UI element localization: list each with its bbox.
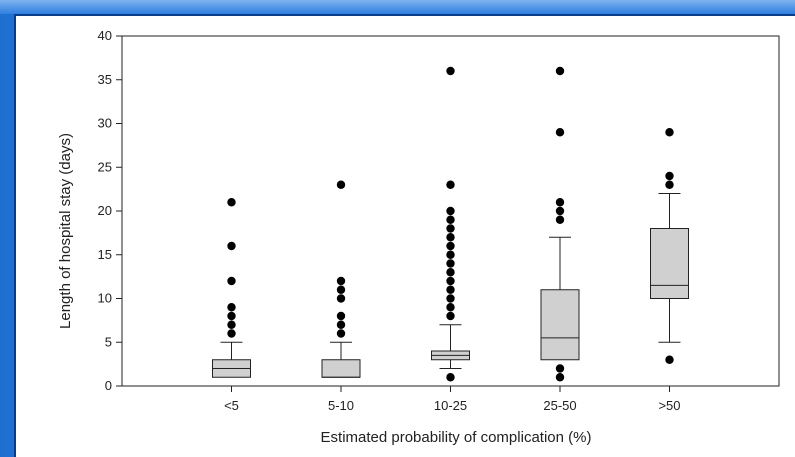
outlier-point xyxy=(336,329,346,338)
outlier-point xyxy=(227,198,236,207)
outlier-point xyxy=(665,355,674,364)
outlier-point xyxy=(336,320,346,329)
outlier-point xyxy=(446,233,455,242)
x-tick-label: >50 xyxy=(658,398,680,413)
y-tick-label: 20 xyxy=(98,203,112,218)
box-iqr xyxy=(321,359,361,378)
outlier-point xyxy=(555,215,565,224)
x-tick-label: 10-25 xyxy=(434,398,467,413)
box-group xyxy=(540,66,580,382)
outlier-point xyxy=(665,180,674,189)
outlier-point xyxy=(446,215,455,224)
outlier-point xyxy=(227,329,236,338)
outlier-point xyxy=(446,373,455,382)
y-tick-label: 5 xyxy=(105,334,112,349)
y-tick-label: 0 xyxy=(105,378,112,393)
outlier-point xyxy=(446,268,455,277)
outlier-point xyxy=(227,320,236,329)
outlier-point xyxy=(446,303,455,312)
outlier-point xyxy=(336,180,346,189)
outlier-point xyxy=(227,276,236,286)
box-iqr xyxy=(540,289,580,361)
x-axis-title: Estimated probability of complication (%… xyxy=(321,429,592,446)
x-tick-label: 25-50 xyxy=(543,398,576,413)
outlier-point xyxy=(336,294,346,303)
window-top-strip xyxy=(0,0,795,14)
y-tick-label: 25 xyxy=(98,159,112,174)
outlier-point xyxy=(446,180,455,189)
outlier-point xyxy=(446,259,455,268)
box-group xyxy=(650,128,689,364)
outlier-point xyxy=(446,311,455,321)
x-tick-label: <5 xyxy=(224,398,239,413)
outlier-point xyxy=(446,276,455,286)
outlier-point xyxy=(446,224,455,233)
outlier-point xyxy=(555,364,565,373)
box-group xyxy=(431,66,470,382)
outlier-point xyxy=(555,128,565,137)
outlier-point xyxy=(336,276,346,286)
outlier-point xyxy=(227,241,236,251)
outlier-point xyxy=(336,285,346,294)
box-iqr xyxy=(650,228,689,299)
y-tick-label: 30 xyxy=(98,116,112,131)
outlier-point xyxy=(446,66,455,76)
outlier-point xyxy=(446,285,455,294)
y-axis-title: Length of hospital stay (days) xyxy=(57,133,74,329)
outlier-point xyxy=(665,171,674,181)
outlier-point xyxy=(227,311,236,321)
outlier-point xyxy=(555,373,565,382)
outlier-point xyxy=(446,250,455,259)
y-tick-label: 40 xyxy=(98,28,112,43)
chart-panel: 0 5 10 15 20 25 30 35 40 <5 5-10 10-25 25-50 >50 Est… xyxy=(14,14,795,457)
outlier-point xyxy=(336,311,346,321)
y-tick-label: 15 xyxy=(98,247,112,262)
y-tick-label: 10 xyxy=(98,291,112,306)
outlier-point xyxy=(555,66,565,76)
x-tick-label: 5-10 xyxy=(328,398,354,413)
outlier-point xyxy=(446,206,455,216)
outlier-point xyxy=(555,198,565,207)
outlier-point xyxy=(555,206,565,216)
box-plot: 0 5 10 15 20 25 30 35 40 <5 5-10 10-25 25-50 >50 Est… xyxy=(57,28,780,446)
box-group xyxy=(321,180,361,378)
y-tick-label: 35 xyxy=(98,72,112,87)
outlier-point xyxy=(446,294,455,303)
outlier-point xyxy=(665,128,674,137)
outlier-point xyxy=(227,303,236,312)
box-group xyxy=(212,198,251,378)
outlier-point xyxy=(446,241,455,251)
